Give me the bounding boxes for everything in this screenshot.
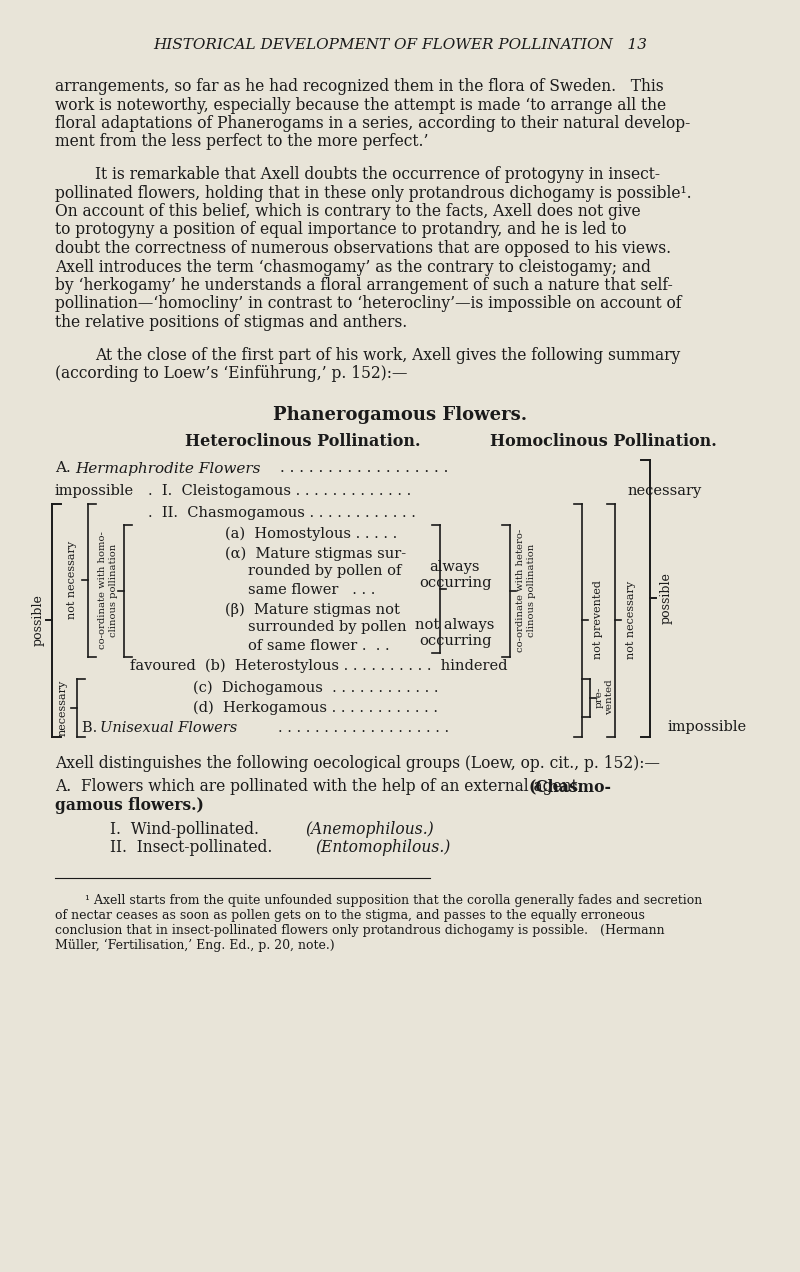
Text: not prevented: not prevented	[593, 580, 603, 659]
Text: not necessary: not necessary	[626, 581, 636, 659]
Text: (a)  Homostylous . . . . .: (a) Homostylous . . . . .	[225, 527, 398, 541]
Text: the relative positions of stigmas and anthers.: the relative positions of stigmas and an…	[55, 314, 407, 331]
Text: . . . . . . . . . . . . . . . . . . .: . . . . . . . . . . . . . . . . . . .	[278, 720, 449, 734]
Text: Müller, ‘Fertilisation,’ Eng. Ed., p. 20, note.): Müller, ‘Fertilisation,’ Eng. Ed., p. 20…	[55, 939, 334, 953]
Text: (c)  Dichogamous  . . . . . . . . . . . .: (c) Dichogamous . . . . . . . . . . . .	[193, 681, 438, 695]
Text: rounded by pollen of: rounded by pollen of	[248, 565, 402, 579]
Text: pre-
vented: pre- vented	[594, 679, 614, 715]
Text: always: always	[430, 560, 480, 574]
Text: .  II.  Chasmogamous . . . . . . . . . . . .: . II. Chasmogamous . . . . . . . . . . .…	[148, 505, 416, 519]
Text: II.  Insect-pollinated.: II. Insect-pollinated.	[110, 840, 287, 856]
Text: of same flower .  . .: of same flower . . .	[248, 639, 390, 653]
Text: ment from the less perfect to the more perfect.’: ment from the less perfect to the more p…	[55, 134, 429, 150]
Text: work is noteworthy, especially because the attempt is made ‘to arrange all the: work is noteworthy, especially because t…	[55, 97, 666, 113]
Text: co-ordinate with homo-
clinous pollination: co-ordinate with homo- clinous pollinati…	[98, 532, 118, 650]
Text: Unisexual Flowers: Unisexual Flowers	[100, 720, 238, 734]
Text: At the close of the first part of his work, Axell gives the following summary: At the close of the first part of his wo…	[95, 346, 680, 364]
Text: Heteroclinous Pollination.: Heteroclinous Pollination.	[185, 434, 421, 450]
Text: Axell distinguishes the following oecological groups (Loew, op. cit., p. 152):—: Axell distinguishes the following oecolo…	[55, 756, 660, 772]
Text: (Entomophilous.): (Entomophilous.)	[315, 840, 450, 856]
Text: A.: A.	[55, 462, 76, 476]
Text: possible: possible	[659, 572, 673, 625]
Text: A.  Flowers which are pollinated with the help of an external agent.: A. Flowers which are pollinated with the…	[55, 778, 598, 795]
Text: pollinated flowers, holding that in these only protandrous dichogamy is possible: pollinated flowers, holding that in thes…	[55, 184, 692, 201]
Text: B.: B.	[82, 720, 102, 734]
Text: to protogyny a position of equal importance to protandry, and he is led to: to protogyny a position of equal importa…	[55, 221, 626, 239]
Text: not always: not always	[415, 617, 494, 631]
Text: (Chasmo-: (Chasmo-	[528, 778, 611, 795]
Text: Axell introduces the term ‘chasmogamy’ as the contrary to cleistogamy; and: Axell introduces the term ‘chasmogamy’ a…	[55, 258, 651, 276]
Text: possible: possible	[31, 594, 45, 646]
Text: co-ordinate with hetero-
clinous pollination: co-ordinate with hetero- clinous pollina…	[516, 529, 536, 653]
Text: of nectar ceases as soon as pollen gets on to the stigma, and passes to the equa: of nectar ceases as soon as pollen gets …	[55, 909, 645, 922]
Text: necessary: necessary	[58, 679, 68, 735]
Text: impossible: impossible	[668, 720, 747, 734]
Text: HISTORICAL DEVELOPMENT OF FLOWER POLLINATION   13: HISTORICAL DEVELOPMENT OF FLOWER POLLINA…	[153, 38, 647, 52]
Text: doubt the correctness of numerous observations that are opposed to his views.: doubt the correctness of numerous observ…	[55, 240, 671, 257]
Text: impossible: impossible	[55, 483, 134, 497]
Text: . . . . . . . . . . . . . . . . . .: . . . . . . . . . . . . . . . . . .	[280, 462, 448, 476]
Text: (d)  Herkogamous . . . . . . . . . . . .: (d) Herkogamous . . . . . . . . . . . .	[193, 701, 438, 715]
Text: arrangements, so far as he had recognized them in the flora of Sweden.   This: arrangements, so far as he had recognize…	[55, 78, 664, 95]
Text: ¹ Axell starts from the quite unfounded supposition that the corolla generally f: ¹ Axell starts from the quite unfounded …	[85, 894, 702, 907]
Text: Hermaphrodite Flowers: Hermaphrodite Flowers	[75, 462, 261, 476]
Text: It is remarkable that Axell doubts the occurrence of protogyny in insect-: It is remarkable that Axell doubts the o…	[95, 167, 660, 183]
Text: occurring: occurring	[418, 575, 491, 589]
Text: .  I.  Cleistogamous . . . . . . . . . . . . .: . I. Cleistogamous . . . . . . . . . . .…	[148, 483, 411, 497]
Text: (Anemophilous.): (Anemophilous.)	[305, 820, 434, 838]
Text: pollination—‘homocliny’ in contrast to ‘heterocliny’—is impossible on account of: pollination—‘homocliny’ in contrast to ‘…	[55, 295, 682, 313]
Text: Phanerogamous Flowers.: Phanerogamous Flowers.	[273, 406, 527, 424]
Text: On account of this belief, which is contrary to the facts, Axell does not give: On account of this belief, which is cont…	[55, 204, 641, 220]
Text: (according to Loew’s ‘Einführung,’ p. 152):—: (according to Loew’s ‘Einführung,’ p. 15…	[55, 365, 407, 382]
Text: conclusion that in insect-pollinated flowers only protandrous dichogamy is possi: conclusion that in insect-pollinated flo…	[55, 923, 665, 937]
Text: (α)  Mature stigmas sur-: (α) Mature stigmas sur-	[225, 547, 406, 561]
Text: necessary: necessary	[628, 483, 702, 497]
Text: floral adaptations of Phanerogams in a series, according to their natural develo: floral adaptations of Phanerogams in a s…	[55, 114, 690, 132]
Text: gamous flowers.): gamous flowers.)	[55, 796, 204, 814]
Text: I.  Wind-pollinated.: I. Wind-pollinated.	[110, 820, 274, 838]
Text: same flower   . . .: same flower . . .	[248, 583, 375, 597]
Text: Homoclinous Pollination.: Homoclinous Pollination.	[490, 434, 717, 450]
Text: by ‘herkogamy’ he understands a floral arrangement of such a nature that self-: by ‘herkogamy’ he understands a floral a…	[55, 277, 673, 294]
Text: occurring: occurring	[418, 633, 491, 647]
Text: (β)  Mature stigmas not: (β) Mature stigmas not	[225, 603, 400, 617]
Text: favoured  (b)  Heterostylous . . . . . . . . . .  hindered: favoured (b) Heterostylous . . . . . . .…	[130, 659, 507, 673]
Text: surrounded by pollen: surrounded by pollen	[248, 621, 406, 635]
Text: not necessary: not necessary	[67, 541, 77, 619]
